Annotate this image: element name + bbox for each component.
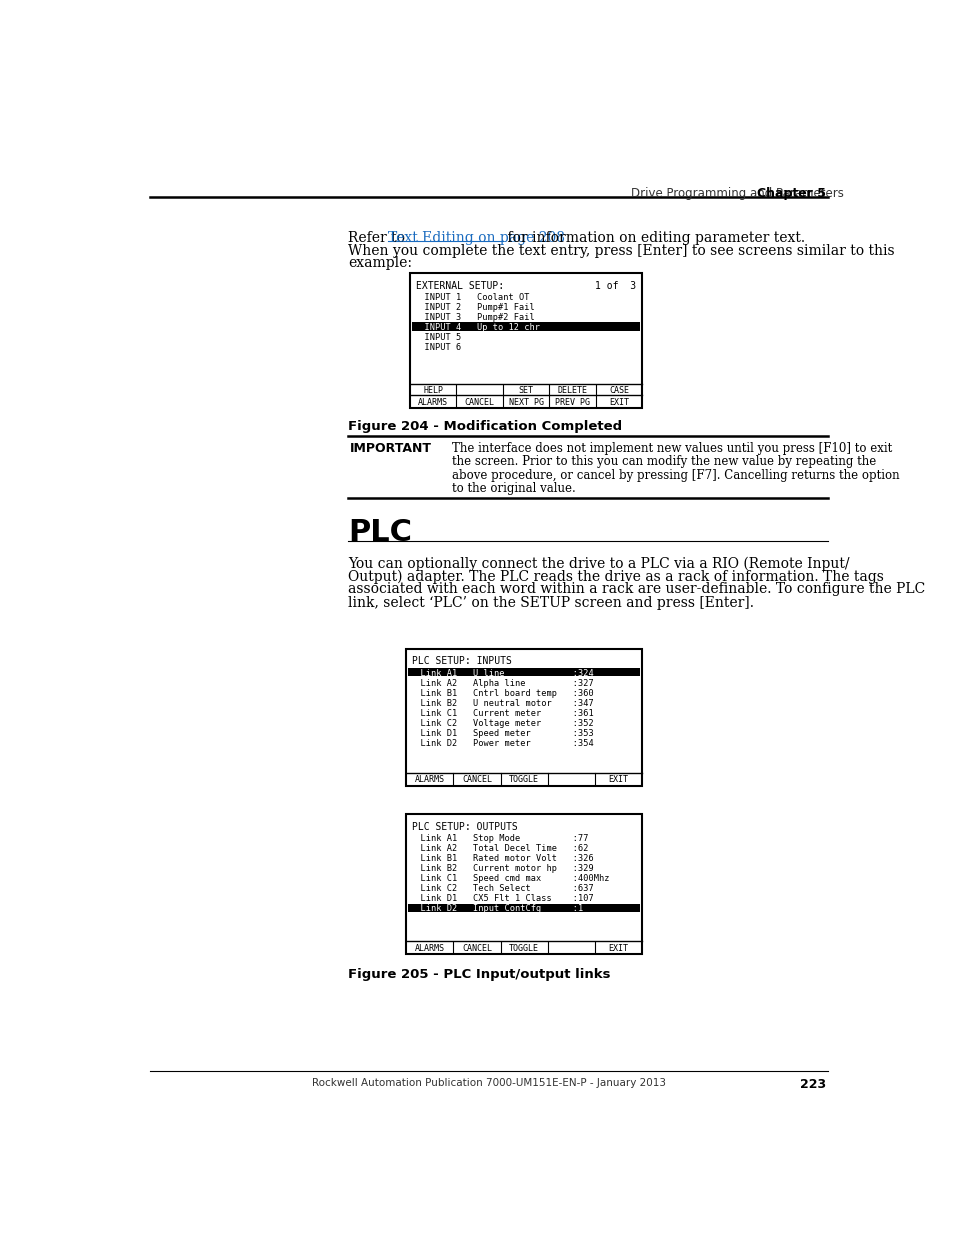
Text: INPUT 2   Pump#1 Fail: INPUT 2 Pump#1 Fail: [414, 303, 534, 312]
Text: PREV PG: PREV PG: [555, 398, 590, 406]
Text: When you complete the text entry, press [Enter] to see screens similar to this: When you complete the text entry, press …: [348, 243, 894, 258]
Text: Link C1   Speed cmd max      :400Mhz: Link C1 Speed cmd max :400Mhz: [410, 874, 609, 883]
Text: EXIT: EXIT: [608, 776, 628, 784]
Text: Link C2   Voltage meter      :352: Link C2 Voltage meter :352: [410, 719, 593, 727]
Text: SET: SET: [518, 387, 533, 395]
Text: Link B1   Rated motor Volt   :326: Link B1 Rated motor Volt :326: [410, 855, 593, 863]
Text: Text Editing on page 208: Text Editing on page 208: [388, 231, 564, 246]
Text: INPUT 4   Up to 12 chr: INPUT 4 Up to 12 chr: [414, 324, 539, 332]
Text: Link B1   Cntrl board temp   :360: Link B1 Cntrl board temp :360: [410, 689, 593, 698]
Text: The interface does not implement new values until you press [F10] to exit: The interface does not implement new val…: [452, 442, 892, 456]
Bar: [410, 273, 641, 408]
Text: CANCEL: CANCEL: [461, 776, 492, 784]
Text: the screen. Prior to this you can modify the new value by repeating the: the screen. Prior to this you can modify…: [452, 456, 876, 468]
Text: You can optionally connect the drive to a PLC via a RIO (Remote Input/: You can optionally connect the drive to …: [348, 556, 848, 571]
Text: CANCEL: CANCEL: [464, 398, 494, 406]
Text: associated with each word within a rack are user-definable. To configure the PLC: associated with each word within a rack …: [348, 583, 924, 597]
Text: PLC: PLC: [348, 517, 412, 547]
Text: link, select ‘PLC’ on the SETUP screen and press [Enter].: link, select ‘PLC’ on the SETUP screen a…: [348, 595, 753, 610]
Text: IMPORTANT: IMPORTANT: [349, 442, 431, 456]
Text: INPUT 6: INPUT 6: [414, 343, 460, 352]
Text: CANCEL: CANCEL: [461, 944, 492, 952]
Text: for information on editing parameter text.: for information on editing parameter tex…: [502, 231, 804, 246]
Text: 223: 223: [799, 1078, 825, 1091]
Text: ALARMS: ALARMS: [415, 944, 444, 952]
Text: INPUT 5: INPUT 5: [414, 333, 460, 342]
Text: 1 of  3: 1 of 3: [595, 280, 636, 290]
Text: Drive Programming and Parameters: Drive Programming and Parameters: [630, 186, 842, 200]
Text: Link A1   U line             :324: Link A1 U line :324: [410, 668, 593, 678]
Bar: [412, 322, 639, 331]
Text: above procedure, or cancel by pressing [F7]. Cancelling returns the option: above procedure, or cancel by pressing […: [452, 468, 900, 482]
Text: ALARMS: ALARMS: [415, 776, 444, 784]
Text: CASE: CASE: [608, 387, 628, 395]
Text: Refer to: Refer to: [348, 231, 409, 246]
Text: Chapter 5: Chapter 5: [757, 186, 825, 200]
Text: HELP: HELP: [423, 387, 442, 395]
Text: EXIT: EXIT: [608, 944, 628, 952]
Bar: [408, 668, 639, 677]
Text: EXIT: EXIT: [608, 398, 628, 406]
Text: PLC SETUP: INPUTS: PLC SETUP: INPUTS: [412, 656, 512, 667]
Text: example:: example:: [348, 256, 412, 270]
Text: INPUT 1   Coolant OT: INPUT 1 Coolant OT: [414, 293, 529, 303]
Text: ALARMS: ALARMS: [417, 398, 448, 406]
Text: Rockwell Automation Publication 7000-UM151E-EN-P - January 2013: Rockwell Automation Publication 7000-UM1…: [312, 1078, 665, 1088]
Text: Link A2   Alpha line         :327: Link A2 Alpha line :327: [410, 679, 593, 688]
Text: to the original value.: to the original value.: [452, 482, 576, 494]
Bar: [406, 648, 641, 785]
Text: Link D1   Speed meter        :353: Link D1 Speed meter :353: [410, 729, 593, 737]
Text: Link B2   U neutral motor    :347: Link B2 U neutral motor :347: [410, 699, 593, 708]
Text: Link C1   Current meter      :361: Link C1 Current meter :361: [410, 709, 593, 718]
Text: Link B2   Current motor hp   :329: Link B2 Current motor hp :329: [410, 864, 593, 873]
Text: Figure 205 - PLC Input/output links: Figure 205 - PLC Input/output links: [348, 968, 610, 982]
Text: NEXT PG: NEXT PG: [508, 398, 543, 406]
Text: Output) adapter. The PLC reads the drive as a rack of information. The tags: Output) adapter. The PLC reads the drive…: [348, 569, 882, 584]
Text: INPUT 3   Pump#2 Fail: INPUT 3 Pump#2 Fail: [414, 312, 534, 322]
Text: Figure 204 - Modification Completed: Figure 204 - Modification Completed: [348, 420, 621, 433]
Text: Link A1   Stop Mode          :77: Link A1 Stop Mode :77: [410, 835, 588, 844]
Text: TOGGLE: TOGGLE: [509, 776, 538, 784]
Text: PLC SETUP: OUTPUTS: PLC SETUP: OUTPUTS: [412, 823, 517, 832]
Text: Link A2   Total Decel Time   :62: Link A2 Total Decel Time :62: [410, 845, 588, 853]
Text: DELETE: DELETE: [558, 387, 587, 395]
Text: Link D2   Input ContCfg      :1: Link D2 Input ContCfg :1: [410, 904, 582, 914]
Text: Link D1   CX5 Flt 1 Class    :107: Link D1 CX5 Flt 1 Class :107: [410, 894, 593, 903]
Bar: [408, 904, 639, 911]
Text: Link D2   Power meter        :354: Link D2 Power meter :354: [410, 739, 593, 747]
Text: TOGGLE: TOGGLE: [509, 944, 538, 952]
Text: EXTERNAL SETUP:: EXTERNAL SETUP:: [416, 280, 504, 290]
Bar: [406, 814, 641, 955]
Text: Link C2   Tech Select        :637: Link C2 Tech Select :637: [410, 884, 593, 893]
